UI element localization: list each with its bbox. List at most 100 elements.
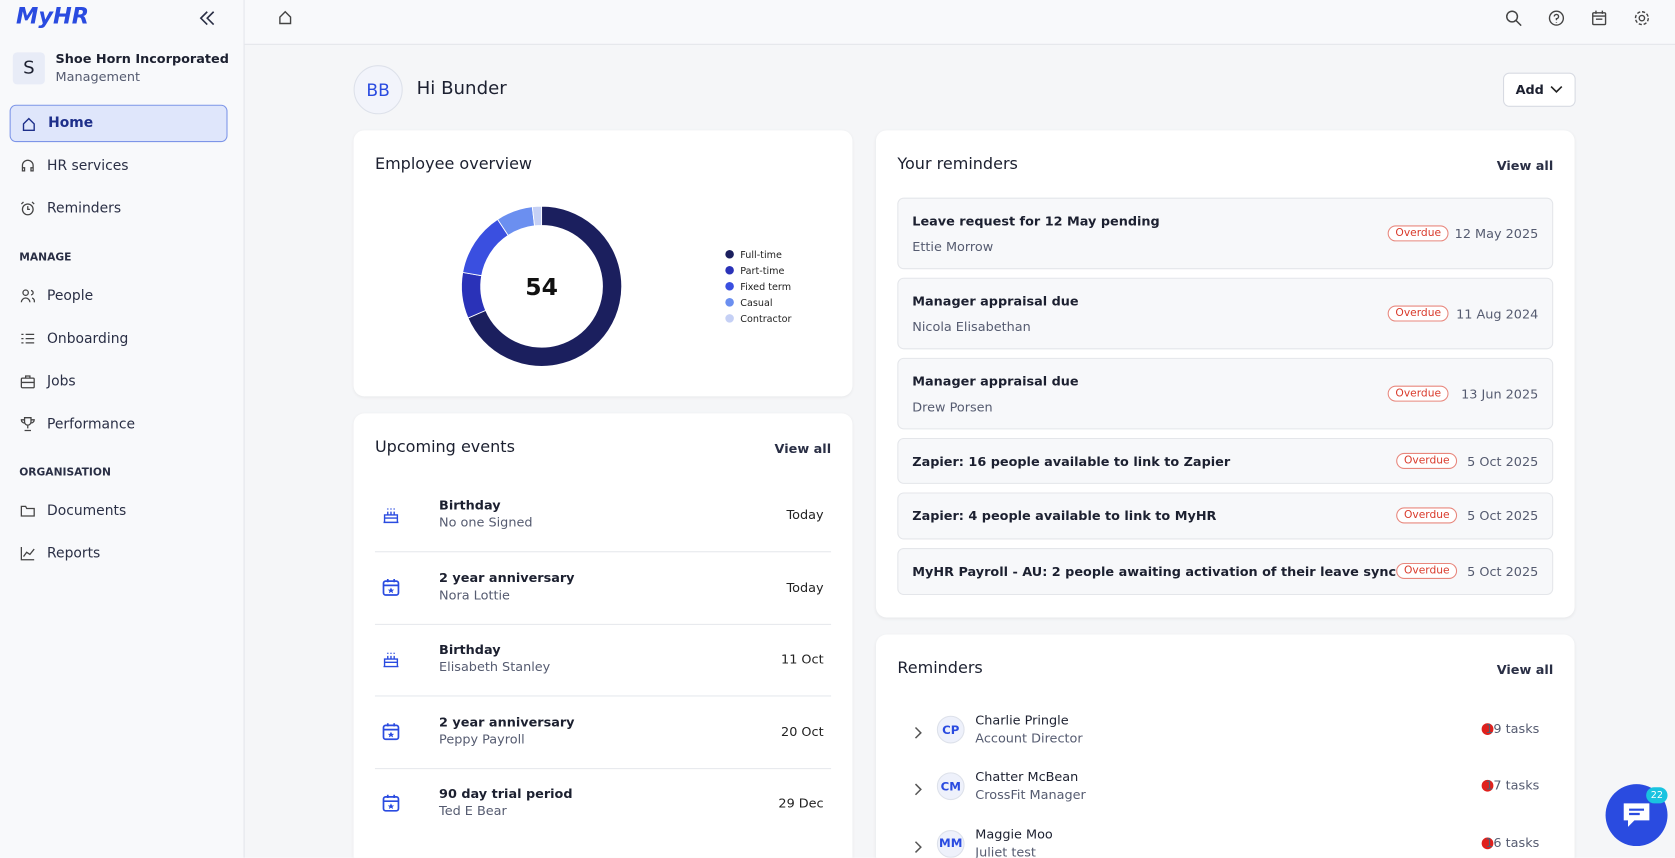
nav-label: Reminders <box>47 200 122 217</box>
event-row: 2 year anniversary Nora Lottie Today <box>374 552 832 625</box>
event-title: 2 year anniversary <box>439 714 575 730</box>
reminder-item[interactable]: Manager appraisal due Drew Porsen 13 Jun 2… <box>897 357 1554 430</box>
reminder-title: Zapier: 16 people available to link to Z… <box>912 453 1231 469</box>
event-row: Birthday Elisabeth Stanley 11 Oct <box>374 624 832 697</box>
event-person: Nora Lottie <box>439 586 510 602</box>
chat-badge: 22 <box>1646 787 1668 804</box>
date: 11 Aug 2024 <box>1456 306 1539 322</box>
donut-segment <box>462 218 509 277</box>
reminder-item[interactable]: Zapier: 4 people available to link to My… <box>897 492 1554 540</box>
reminder-item[interactable]: MyHR Payroll - AU: 2 people awaiting act… <box>897 548 1554 596</box>
expand-chevron <box>914 780 923 800</box>
employee-overview-card: Employee overview 54 Full-time Part-time Fi… <box>353 130 853 397</box>
legend-label: Full-time <box>740 250 782 261</box>
upcoming-events-card: Upcoming events View all Birthday No one … <box>353 413 853 858</box>
task-count: 17 tasks <box>1485 777 1540 793</box>
view-all-link[interactable]: View all <box>1496 158 1554 174</box>
top-bar <box>244 0 1675 45</box>
reminder-title: Zapier: 4 people available to link to My… <box>912 508 1217 524</box>
calendar-icon[interactable] <box>1591 10 1608 27</box>
nav-item[interactable]: Performance <box>10 406 228 443</box>
reminder-title: Leave request for 12 May pending <box>912 213 1160 229</box>
nav-item[interactable]: Reports <box>10 535 228 572</box>
nav-item[interactable]: Onboarding <box>10 320 228 357</box>
nav-label: Home <box>48 115 94 132</box>
event-title: Birthday <box>439 642 501 657</box>
event-icon <box>381 577 400 601</box>
settings-icon[interactable] <box>1633 10 1650 27</box>
reminder-person: Nicola Elisabethan <box>912 319 1031 335</box>
help-icon[interactable] <box>1548 10 1565 27</box>
status-badge: Overdue <box>1396 562 1458 579</box>
view-all-link[interactable]: View all <box>1496 662 1554 678</box>
person-role: Account Director <box>975 730 1083 746</box>
status-badge: Overdue <box>1387 224 1449 241</box>
section-title: MANAGE <box>19 252 72 264</box>
team-row[interactable]: CP Charlie Pringle Account Director 19 task… <box>897 706 1553 753</box>
reminder-title: Manager appraisal due <box>912 293 1079 309</box>
home-icon[interactable] <box>278 10 293 25</box>
company-initial: S <box>12 52 45 85</box>
legend-label: Contractor <box>740 314 791 325</box>
sidebar: MyHR S Shoe Horn Incorporated Management… <box>0 0 245 858</box>
user-avatar: BB <box>353 65 403 115</box>
section-title: ORGANISATION <box>19 466 111 479</box>
logo[interactable]: MyHR <box>16 3 90 29</box>
status-badge: Overdue <box>1387 385 1449 402</box>
nav-item[interactable]: Reminders <box>10 190 228 227</box>
alert-icon <box>1481 780 1494 792</box>
event-icon <box>381 794 400 818</box>
event-date: 20 Oct <box>781 723 824 739</box>
nav-label: Performance <box>47 416 136 433</box>
reminder-item[interactable]: Leave request for 12 May pending Ettie Mo… <box>897 197 1554 270</box>
date: 5 Oct 2025 <box>1467 453 1539 469</box>
nav-item[interactable]: Jobs <box>10 363 228 400</box>
reminder-title: MyHR Payroll - AU: 2 people awaiting act… <box>912 564 1397 579</box>
date: 5 Oct 2025 <box>1467 564 1539 579</box>
date: 5 Oct 2025 <box>1467 508 1539 524</box>
person-name: Charlie Pringle <box>975 712 1069 728</box>
person-name: Maggie Moo <box>975 826 1053 842</box>
legend-label: Casual <box>740 298 772 309</box>
nav-label: Reports <box>47 545 101 562</box>
nav-item[interactable]: People <box>10 278 228 315</box>
card-title: Upcoming events <box>374 436 515 457</box>
card-title: Employee overview <box>374 153 533 174</box>
reminder-item[interactable]: Manager appraisal due Nicola Elisabethan 1… <box>897 277 1554 350</box>
person-name: Chatter McBean <box>975 769 1079 785</box>
nav-item[interactable]: Documents <box>10 492 228 529</box>
team-reminders-card: Reminders View all <box>875 634 1575 858</box>
event-date: 11 Oct <box>781 651 824 667</box>
nav-item[interactable]: Home <box>9 104 228 143</box>
nav-item[interactable]: HR services <box>10 147 228 184</box>
avatar: MM <box>936 829 965 858</box>
card-title: Your reminders <box>897 153 1018 174</box>
collapse-button[interactable] <box>199 11 216 26</box>
event-row: 2 year anniversary Peppy Payroll 20 Oct <box>374 696 832 769</box>
company-name: Shoe Horn Incorporated <box>55 51 229 67</box>
task-count: 19 tasks <box>1485 721 1540 737</box>
status-badge: Overdue <box>1396 452 1458 469</box>
company-role: Management <box>55 69 141 85</box>
legend-swatch <box>725 314 734 323</box>
status-badge: Overdue <box>1396 507 1458 524</box>
event-person: Elisabeth Stanley <box>439 659 551 675</box>
reminder-item[interactable]: Zapier: 16 people available to link to Z… <box>897 437 1554 484</box>
view-all-link[interactable]: View all <box>774 441 832 457</box>
chat-button[interactable]: 22 <box>1605 784 1668 847</box>
legend-swatch <box>725 265 734 275</box>
avatar: CM <box>936 772 965 801</box>
person-role: Juliet test <box>975 844 1036 858</box>
team-row[interactable]: CM Chatter McBean CrossFit Manager 17 tasks <box>897 763 1553 810</box>
reminder-title: Manager appraisal due <box>912 373 1079 389</box>
greeting: Hi Bunder <box>416 77 507 100</box>
team-row[interactable]: MM Maggie Moo Juliet test 16 tasks <box>897 820 1553 858</box>
status-badge: Overdue <box>1387 304 1449 322</box>
search-icon[interactable] <box>1505 10 1522 27</box>
alert-icon <box>1481 723 1494 735</box>
event-title: Birthday <box>439 497 501 513</box>
event-title: 90 day trial period <box>439 786 573 802</box>
add-button[interactable]: Add <box>1503 72 1576 107</box>
task-count: 16 tasks <box>1485 834 1540 850</box>
event-icon <box>381 505 400 529</box>
